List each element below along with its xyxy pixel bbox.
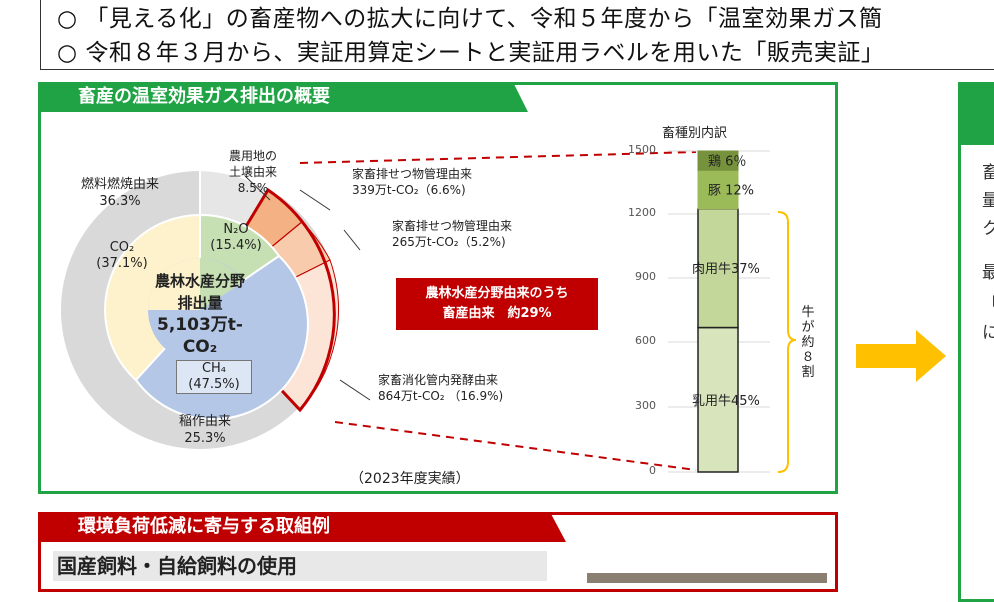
bar-segment-2 [697,169,739,210]
bar-label-2: 豚 12% [708,184,754,199]
bottom-photo [587,573,827,583]
right-char-5: 「 [982,290,994,315]
bar-segment-3 [697,150,739,171]
tick-900: 900 [635,270,656,283]
connector-bottom [334,421,697,471]
label-soil: 農用地の 土壌由来 8.5% [228,149,277,195]
tick-1200: 1200 [628,206,656,219]
label-n2o: N₂O (15.4%) [210,222,262,253]
overview-graphics: 乳用牛45% 肉用牛37% 豚 12% 鶏 6％ [59,150,797,473]
bar-segment-0 [697,326,739,473]
overview-title: 畜産の温室効果ガス排出の概要 [38,82,528,112]
cattle-bracket [777,211,797,473]
donut-hole-n2o [200,258,243,310]
right-char-4: 最 [982,263,994,283]
bar-label-0: 乳用牛45% [692,394,760,409]
intro-box: ○ 「見える化」の畜産物への拡大に向けて、令和５年度から「温室効果ガス簡 ○ 令… [40,0,994,70]
bar-segment-1 [697,208,739,329]
label-ch4: CH₄ (47.5%) [176,360,252,394]
callout-box [396,278,598,330]
bar-label-1: 肉用牛37% [692,262,760,277]
intro-line-2: ○ 令和８年３月から、実証用算定シートと実証用ラベルを用いた「販売実証」 [57,40,885,66]
bottom-subtitle: 国産飼料・自給飼料の使用 [53,551,547,581]
donut-hole-co2 [148,258,200,310]
right-char-2: 量 [982,191,994,211]
leader-1 [299,189,331,211]
label-enteric: 家畜消化管内発酵由来 864万t-CO₂ （16.9%) [378,373,504,403]
right-char-3: ク [982,219,994,239]
label-manure-2: 家畜排せつ物管理由来 265万t-CO₂（5.2%) [392,219,513,249]
tick-0: 0 [649,464,656,477]
tick-300: 300 [635,399,656,412]
tick-600: 600 [635,334,656,347]
right-char-6: に [982,323,994,343]
right-char-1: 畜 [982,163,994,183]
tick-1500: 1500 [628,143,656,156]
intro-line-1: ○ 「見える化」の畜産物への拡大に向けて、令和５年度から「温室効果ガス簡 [57,6,883,32]
label-fuel: 燃料燃焼由来 36.3% [80,177,159,209]
bar-chart-title: 畜種別内訳 [662,126,728,141]
donut-center: 農林水産分野 排出量 5,103万t-CO₂ [154,272,245,357]
label-rice: 稲作由来 25.3% [178,414,231,446]
callout-text: 農林水産分野由来のうち 畜産由来 約29% [425,286,569,321]
leader-3 [339,379,371,401]
leader-soil [244,175,271,201]
leader-2 [343,229,361,251]
bar-label-3: 鶏 6％ [708,155,746,170]
footnote: （2023年度実績） [350,471,470,487]
right-panel-header [961,85,994,145]
stacked-bar: 乳用牛45% 肉用牛37% 豚 12% 鶏 6％ [692,150,760,473]
label-manure-1: 家畜排せつ物管理由来 339万t-CO₂（6.6%) [352,167,473,197]
connector-top [299,151,697,164]
bottom-title: 環境負荷低減に寄与する取組例 [38,512,566,542]
label-co2: CO₂ (37.1%) [96,240,148,271]
right-arrow-icon [856,330,946,382]
